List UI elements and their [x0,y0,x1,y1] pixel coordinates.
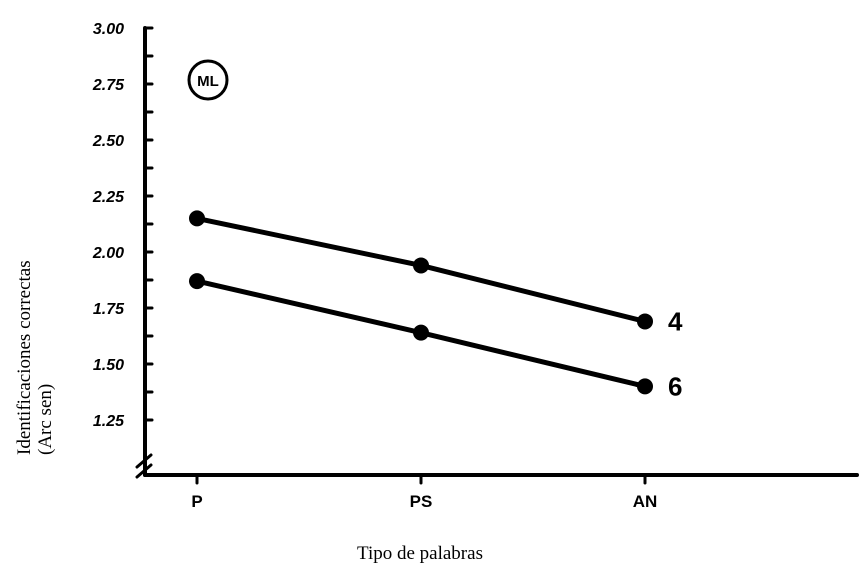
y-tick-label: 3.00 [93,21,124,38]
series-4: 4 [189,210,683,336]
panel-annotation: ML [187,59,229,101]
axis-break-mark [135,463,153,479]
series-point [413,257,429,274]
series-label: 4 [668,306,683,336]
x-tick-labels: P PS AN [191,492,657,511]
y-axis-title: Identificaciones correctas [14,260,35,455]
axis-break-mark [135,453,153,469]
x-ticks [195,473,647,485]
y-tick-label: 1.50 [93,357,124,374]
series-label: 6 [668,371,682,401]
series-group: 46 [189,210,683,401]
series-point [413,324,429,341]
y-axis-unit: (Arc sen) [35,384,56,455]
y-tick-label: 1.25 [93,413,125,430]
series-point [189,210,205,227]
y-tick-label: 2.25 [92,189,125,206]
series-point [189,273,205,290]
y-tick-label: 2.75 [92,77,125,94]
y-tick-label: 1.75 [93,301,125,318]
x-axis-title: Tipo de palabras [357,543,483,564]
y-tick-label: 2.50 [92,133,124,150]
series-point [637,378,653,395]
x-tick-label: PS [410,492,433,511]
y-tick-labels: 3.00 2.75 2.50 2.25 2.00 1.75 1.50 1.25 [92,21,125,430]
annotation-circle [187,59,229,101]
axes [135,26,859,479]
x-tick-label: AN [633,492,658,511]
annotation-text: ML [197,73,219,90]
series-6: 6 [189,273,682,401]
y-tick-label: 2.00 [92,245,124,262]
series-point [637,313,653,330]
y-ticks [143,26,154,422]
x-tick-label: P [191,492,202,511]
